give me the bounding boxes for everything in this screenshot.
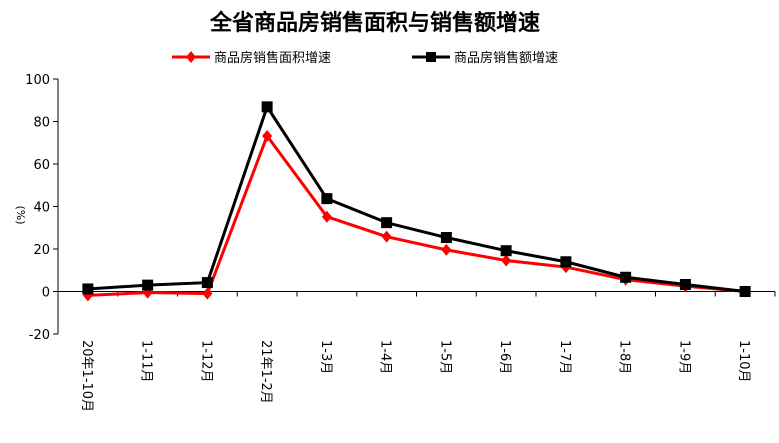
legend-label: 商品房销售额增速 (454, 50, 558, 66)
x-tick-label: 1-9月 (676, 340, 691, 374)
data-point-square (620, 271, 632, 283)
y-tick-label: 80 (33, 116, 50, 131)
data-point-square (142, 279, 154, 291)
x-tick-label: 1-7月 (557, 340, 572, 374)
x-tick-label: 20年1-10月 (79, 340, 94, 412)
data-point-square (261, 101, 273, 113)
data-point-diamond (262, 129, 273, 142)
data-point-square (560, 256, 572, 268)
legend-marker-square (426, 52, 436, 62)
data-point-diamond (321, 210, 332, 223)
x-tick-label: 1-3月 (318, 340, 333, 374)
data-point-square (201, 277, 213, 289)
x-tick-label: 1-8月 (617, 340, 632, 374)
y-tick-label: 60 (33, 158, 50, 173)
data-point-square (679, 278, 691, 290)
y-tick-label: 40 (33, 201, 50, 216)
x-tick-label: 1-5月 (437, 340, 452, 374)
data-point-square (500, 245, 512, 257)
x-tick-label: 1-6月 (497, 340, 512, 374)
chart-title: 全省商品房销售面积与销售额增速 (209, 10, 540, 36)
y-tick-label: -20 (29, 328, 50, 343)
data-point-square (82, 283, 94, 295)
legend-marker-diamond (186, 51, 196, 63)
x-tick-label: 1-4月 (378, 340, 393, 374)
data-point-diamond (501, 254, 512, 267)
y-tick-label: 0 (42, 286, 50, 301)
series-line (87, 132, 746, 297)
data-point-square (739, 286, 751, 297)
data-point-diamond (381, 230, 392, 243)
data-point-diamond (202, 287, 213, 300)
y-axis-label: (%) (14, 205, 27, 224)
y-tick-label: 20 (33, 243, 50, 258)
x-tick-label: 1-11月 (139, 340, 154, 383)
series-line (87, 103, 746, 293)
x-tick-label: 1-10月 (736, 340, 751, 383)
x-tick-label: 21年1-2月 (258, 340, 273, 404)
data-point-square (381, 217, 393, 229)
y-tick-label: 100 (25, 73, 50, 88)
data-point-diamond (441, 243, 452, 256)
legend-label: 商品房销售面积增速 (214, 50, 331, 66)
data-point-square (440, 232, 452, 244)
x-tick-label: 1-12月 (198, 340, 213, 383)
data-point-square (321, 193, 333, 205)
